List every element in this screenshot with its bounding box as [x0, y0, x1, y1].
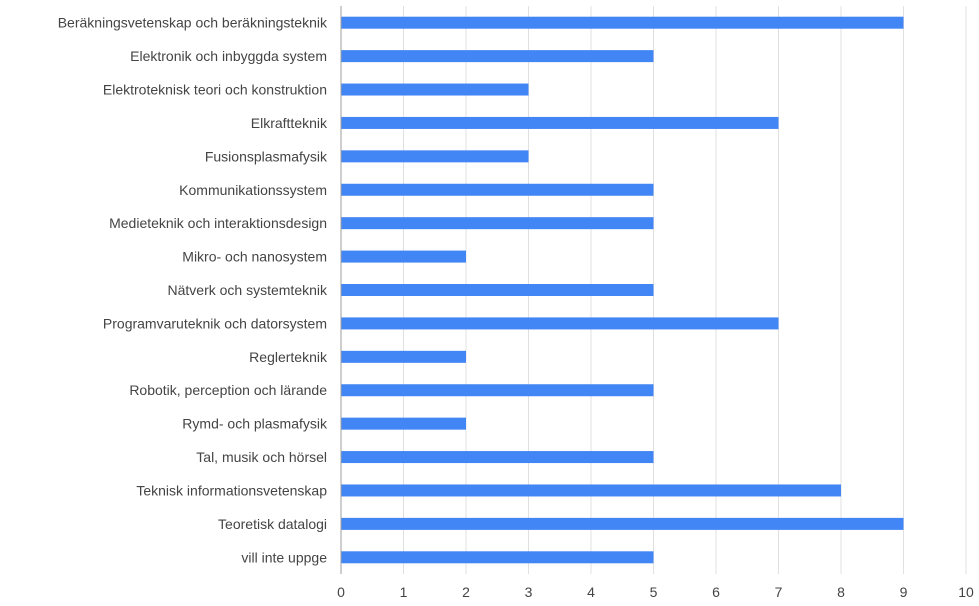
bar — [341, 517, 904, 530]
x-tick-label: 7 — [775, 584, 783, 600]
x-tick-label: 9 — [900, 584, 908, 600]
x-tick-label: 3 — [525, 584, 533, 600]
category-label: Teoretisk datalogi — [218, 516, 327, 532]
bar — [341, 16, 904, 29]
bar — [341, 451, 654, 464]
bar — [341, 350, 466, 363]
bar — [341, 250, 466, 263]
category-label: vill inte uppge — [241, 549, 327, 565]
bar — [341, 116, 779, 129]
x-tick-label: 8 — [837, 584, 845, 600]
category-label: Reglerteknik — [249, 349, 328, 365]
category-label: Elektroteknisk teori och konstruktion — [103, 82, 327, 98]
bar — [341, 150, 529, 163]
category-label: Rymd- och plasmafysik — [182, 416, 328, 432]
x-tick-label: 2 — [462, 584, 470, 600]
x-tick-label: 4 — [587, 584, 595, 600]
bar — [341, 50, 654, 63]
bars — [341, 16, 904, 564]
bar — [341, 83, 529, 96]
bar — [341, 317, 779, 330]
x-tick-label: 6 — [712, 584, 720, 600]
bar — [341, 284, 654, 296]
category-label: Fusionsplasmafysik — [205, 148, 328, 164]
category-label: Robotik, perception och lärande — [129, 382, 327, 398]
x-tick-label: 10 — [958, 584, 974, 600]
bar — [341, 551, 654, 564]
category-label: Elkraftteknik — [251, 115, 328, 131]
x-tick-label: 0 — [337, 584, 345, 600]
bar — [341, 484, 841, 497]
bar — [341, 183, 654, 196]
x-axis-tick-labels: 0 1 2 3 4 5 6 7 8 9 10 — [337, 584, 974, 600]
category-label: Programvaruteknik och datorsystem — [103, 315, 327, 331]
category-label: Medieteknik och interaktionsdesign — [109, 215, 327, 231]
category-label: Teknisk informationsvetenskap — [136, 482, 327, 498]
category-label: Beräkningsvetenskap och beräkningsteknik — [58, 15, 328, 31]
bar — [341, 417, 466, 430]
x-tick-label: 1 — [400, 584, 408, 600]
bar — [341, 384, 654, 397]
x-tick-label: 5 — [650, 584, 658, 600]
bar — [341, 217, 654, 230]
category-label: Kommunikationssystem — [179, 182, 327, 198]
category-label: Elektronik och inbyggda system — [130, 48, 327, 64]
category-label: Tal, musik och hörsel — [196, 449, 327, 465]
category-label: Mikro- och nanosystem — [182, 249, 327, 265]
category-labels: Beräkningsvetenskap och beräkningsteknik… — [58, 15, 328, 566]
category-label: Nätverk och systemteknik — [168, 282, 328, 298]
